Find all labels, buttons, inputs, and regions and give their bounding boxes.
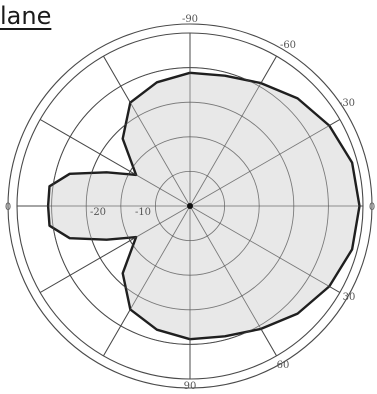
polar-ring-overlay	[120, 136, 260, 276]
polar-spoke-overlay	[39, 119, 191, 207]
angle-tick-label: 60	[277, 360, 290, 371]
angle-tick-label: -60	[280, 40, 296, 51]
polar-spoke-overlay	[189, 119, 341, 207]
polar-ring-overlay	[51, 67, 329, 345]
angle-tick-label: 30	[343, 292, 356, 303]
radial-tick-label: -10	[135, 207, 151, 218]
polar-spoke-overlay	[103, 55, 191, 207]
polar-spoke-overlay	[189, 205, 341, 293]
angle-tick-label: 0	[5, 202, 11, 213]
angle-tick-label: -90	[182, 14, 198, 25]
polar-ring-overlay	[85, 101, 295, 311]
series-layer	[17, 33, 363, 379]
center-point	[187, 203, 193, 209]
outer-rim	[7, 23, 373, 389]
polar-spoke-overlay	[189, 55, 277, 207]
polar-spoke-overlay	[189, 205, 277, 357]
angle-tick-label: 0	[369, 202, 375, 213]
tick-labels: -90 -60 -30 0 30 60 90 0 -20 -10	[5, 14, 375, 392]
radial-tick-label: -20	[90, 207, 106, 218]
polar-ring-overlay	[154, 170, 225, 241]
angle-tick-label: 90	[184, 381, 197, 392]
polar-spoke-overlay	[39, 205, 191, 293]
chart-title: lane	[0, 2, 52, 30]
angle-tick-label: -30	[339, 98, 355, 109]
polar-spoke-overlay	[103, 205, 191, 357]
